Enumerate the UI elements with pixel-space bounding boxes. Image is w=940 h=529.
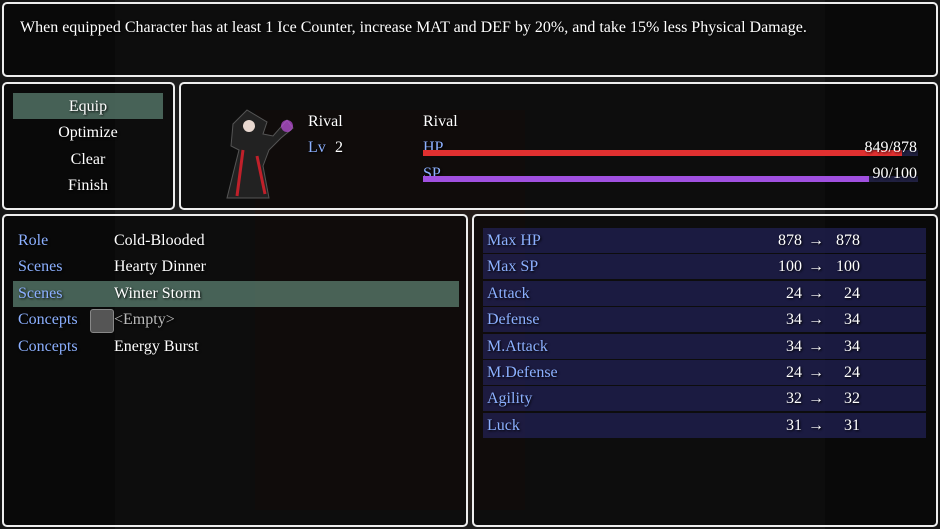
param-new: 31 — [844, 416, 860, 434]
slot-item[interactable]: Hearty Dinner — [114, 258, 206, 276]
status-window: Rival Lv 2 Rival HP 849/878 SP 90/100 — [179, 82, 938, 210]
param-new: 24 — [844, 364, 860, 381]
param-new: 32 — [844, 390, 860, 408]
param-current: 878 — [778, 232, 802, 249]
command-item[interactable]: Finish — [67, 176, 108, 194]
slot-item[interactable]: Energy Burst — [114, 337, 199, 355]
param-new: 100 — [836, 258, 860, 276]
slot-item[interactable]: Cold-Blooded — [114, 232, 205, 249]
param-window: Max HP 878 → 878 Max SP 100 → 100 Attack 24 → 24 Def… — [472, 214, 938, 527]
param-row — [483, 228, 926, 253]
param-current: 100 — [778, 258, 802, 276]
param-row — [483, 412, 926, 438]
help-text: When equipped Character has at least 1 I… — [20, 19, 807, 36]
sp-value: 90/100 — [872, 165, 917, 182]
slot-name[interactable]: Role — [18, 232, 49, 249]
command-window: Equip Optimize Clear Finish — [2, 82, 175, 210]
param-name: Agility — [487, 390, 533, 408]
empty-icon — [90, 309, 114, 334]
param-name: Attack — [487, 284, 530, 302]
param-name: Max SP — [487, 258, 539, 276]
param-current: 31 — [786, 416, 802, 434]
param-row — [483, 333, 926, 359]
param-new: 878 — [836, 232, 860, 249]
param-current: 24 — [786, 364, 802, 381]
slot-name[interactable]: Scenes — [18, 284, 63, 302]
sp-gauge — [423, 176, 869, 182]
slot-name[interactable]: Concepts — [18, 311, 78, 329]
help-window: When equipped Character has at least 1 I… — [2, 2, 938, 77]
param-current: 24 — [786, 284, 802, 302]
param-new: 34 — [844, 311, 860, 329]
param-row — [483, 307, 926, 333]
hp-value: 849/878 — [864, 139, 917, 156]
param-name: M.Attack — [487, 337, 548, 355]
param-row — [483, 280, 926, 306]
param-name: Max HP — [487, 232, 541, 249]
param-arrow: → — [808, 416, 824, 434]
param-row — [483, 386, 926, 412]
slot-name[interactable]: Concepts — [18, 337, 78, 355]
param-arrow: → — [808, 284, 824, 302]
level-label: Lv — [308, 139, 326, 156]
slot-name[interactable]: Scenes — [18, 258, 63, 276]
param-name: Defense — [487, 311, 540, 329]
command-item[interactable]: Optimize — [58, 124, 118, 142]
param-arrow: → — [808, 258, 824, 276]
slot-item[interactable]: <Empty> — [114, 311, 175, 329]
param-name: Luck — [487, 416, 520, 434]
param-row — [483, 360, 926, 385]
param-name: M.Defense — [487, 364, 558, 381]
slot-item[interactable]: Winter Storm — [114, 284, 201, 302]
param-current: 32 — [786, 390, 802, 408]
param-row — [483, 254, 926, 280]
level-value: 2 — [335, 139, 343, 156]
actor-class: Rival — [423, 113, 458, 130]
hp-gauge — [423, 150, 902, 156]
command-highlight — [13, 93, 163, 119]
slot-window: Role Cold-Blooded Scenes Hearty Dinner Scene… — [2, 214, 468, 527]
command-item[interactable]: Equip — [68, 98, 108, 115]
actor-name: Rival — [308, 113, 343, 130]
param-arrow: → — [808, 311, 824, 329]
param-arrow: → — [808, 364, 824, 381]
param-arrow: → — [808, 390, 824, 408]
param-new: 34 — [844, 337, 860, 355]
slot-highlight — [13, 280, 459, 307]
command-item[interactable]: Clear — [70, 150, 106, 168]
param-arrow: → — [808, 337, 824, 355]
actor-portrait — [226, 109, 294, 199]
param-arrow: → — [808, 232, 824, 249]
param-current: 34 — [786, 311, 802, 329]
param-current: 34 — [786, 337, 802, 355]
param-new: 24 — [844, 284, 860, 302]
